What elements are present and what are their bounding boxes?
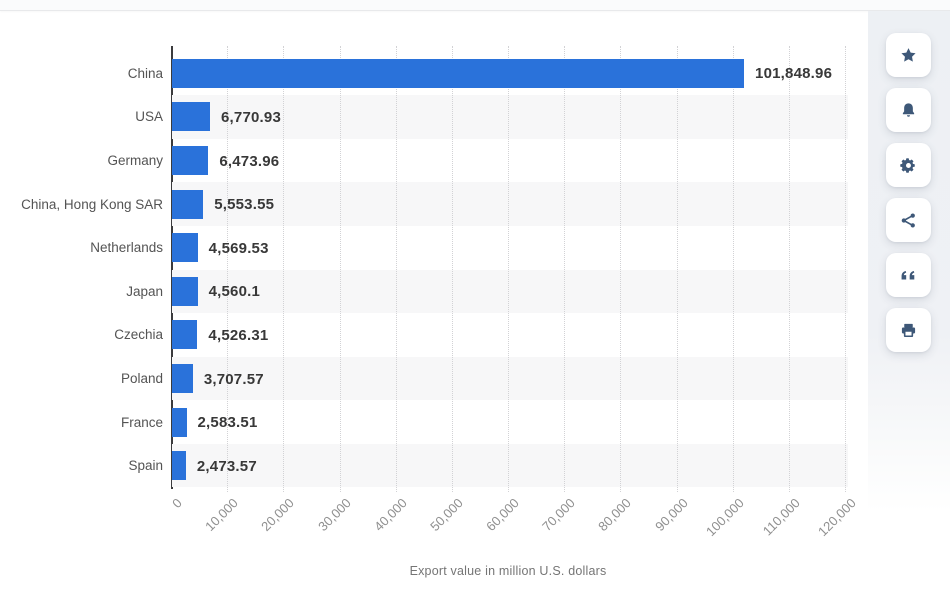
bar[interactable] bbox=[172, 407, 187, 437]
quote-icon bbox=[900, 267, 918, 284]
value-label: 4,569.53 bbox=[208, 239, 269, 257]
bar[interactable] bbox=[172, 320, 198, 350]
gridline bbox=[395, 46, 397, 492]
bar-chart: Export value in million U.S. dollars Chi… bbox=[21, 46, 859, 578]
printer-icon bbox=[900, 322, 917, 339]
gridline bbox=[676, 46, 678, 492]
bar[interactable] bbox=[172, 146, 209, 175]
category-label: Germany bbox=[107, 153, 163, 168]
print-button[interactable] bbox=[886, 308, 931, 352]
share-icon bbox=[900, 212, 917, 229]
share-button[interactable] bbox=[886, 198, 931, 242]
row-stripe bbox=[172, 443, 848, 488]
toolbar bbox=[886, 0, 931, 600]
category-label: Netherlands bbox=[90, 240, 163, 256]
star-icon bbox=[900, 47, 917, 64]
value-label: 5,553.55 bbox=[214, 196, 275, 214]
gridline bbox=[788, 46, 790, 492]
alert-button[interactable] bbox=[886, 88, 931, 132]
gridline bbox=[451, 46, 453, 492]
gridline bbox=[620, 46, 622, 492]
bar[interactable] bbox=[172, 233, 198, 263]
gridline bbox=[508, 46, 509, 492]
gear-icon bbox=[900, 157, 917, 174]
category-label: Spain bbox=[128, 458, 163, 474]
y-axis-line bbox=[171, 46, 173, 489]
row-stripe bbox=[172, 356, 848, 401]
settings-button[interactable] bbox=[886, 143, 931, 187]
gridline bbox=[339, 46, 341, 492]
bar[interactable] bbox=[172, 276, 198, 306]
gridline bbox=[564, 46, 566, 492]
cite-button[interactable] bbox=[886, 253, 931, 297]
value-label: 2,583.51 bbox=[197, 414, 258, 432]
category-label: China, Hong Kong SAR bbox=[21, 196, 163, 212]
bar[interactable] bbox=[172, 364, 193, 393]
gridline bbox=[845, 46, 846, 492]
bar[interactable] bbox=[172, 58, 745, 88]
favorite-button[interactable] bbox=[886, 33, 931, 77]
row-stripe bbox=[172, 95, 848, 139]
gridline bbox=[227, 46, 229, 492]
value-label: 6,473.96 bbox=[219, 152, 280, 170]
bar[interactable] bbox=[172, 189, 204, 219]
x-axis-title: Export value in million U.S. dollars bbox=[409, 564, 607, 578]
category-label: Poland bbox=[120, 371, 163, 386]
category-label: China bbox=[127, 65, 163, 81]
category-label: Czechia bbox=[114, 327, 163, 343]
value-label: 101,848.96 bbox=[755, 65, 833, 83]
category-label: France bbox=[120, 414, 163, 430]
category-label: Japan bbox=[126, 283, 163, 299]
value-label: 6,770.93 bbox=[221, 108, 282, 126]
row-stripe bbox=[172, 182, 848, 226]
value-label: 4,560.1 bbox=[208, 283, 261, 301]
bell-icon bbox=[900, 102, 917, 119]
gridline bbox=[283, 46, 285, 492]
gridline bbox=[732, 46, 734, 492]
bar[interactable] bbox=[172, 451, 186, 481]
value-label: 2,473.57 bbox=[196, 457, 257, 475]
bar[interactable] bbox=[172, 102, 211, 132]
category-label: USA bbox=[135, 109, 163, 125]
value-label: 4,526.31 bbox=[208, 326, 269, 344]
top-header-strip bbox=[0, 0, 950, 11]
row-stripe bbox=[172, 269, 848, 314]
value-label: 3,707.57 bbox=[203, 370, 264, 388]
